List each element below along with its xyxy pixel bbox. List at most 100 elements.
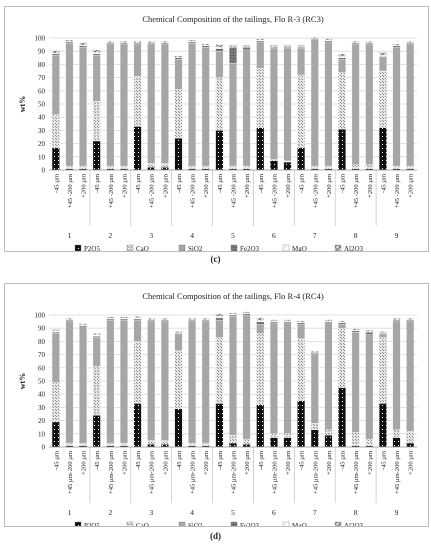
x-tick-label: +200 µm bbox=[408, 451, 415, 475]
x-tick-label: +200 µm bbox=[203, 174, 210, 198]
bar-segment-al2o3 bbox=[310, 37, 319, 39]
x-tick-label: +45 µm-200 µm bbox=[231, 451, 238, 494]
y-tick-label: 30 bbox=[38, 404, 46, 412]
bar-segment-sio2 bbox=[406, 44, 415, 167]
bar-segment-fe2o3 bbox=[256, 40, 265, 43]
x-tick-label: +200 µm bbox=[81, 451, 88, 475]
bar-segment-p2o5 bbox=[215, 403, 224, 448]
bar-segment-cao bbox=[310, 165, 319, 169]
bar-segment-al2o3 bbox=[106, 316, 115, 319]
bar-segment-sio2 bbox=[351, 332, 360, 433]
bar-segment-fe2o3 bbox=[406, 43, 415, 45]
bar-segment-al2o3 bbox=[338, 53, 346, 57]
bar-segment-al2o3 bbox=[256, 317, 265, 321]
bar-segment-al2o3 bbox=[310, 351, 319, 353]
bar-segment-sio2 bbox=[310, 354, 319, 424]
legend-label-p2o5: P2O5 bbox=[84, 245, 100, 251]
bar-segment-al2o3 bbox=[106, 41, 115, 43]
bar-segment-fe2o3 bbox=[106, 318, 115, 321]
bar-segment-al2o3 bbox=[51, 50, 60, 54]
bar-segment-al2o3 bbox=[392, 318, 401, 320]
bar-segment-p2o5 bbox=[297, 147, 306, 171]
chart-panel-rc4: Chemical Composition of the tailings, Fl… bbox=[4, 283, 429, 527]
bar-segment-al2o3 bbox=[92, 49, 101, 53]
bar-segment-cao bbox=[392, 429, 401, 438]
bar-segment-mgo bbox=[215, 47, 224, 49]
x-tick-label: +200 µm bbox=[121, 451, 128, 475]
bar-segment-cao bbox=[106, 442, 115, 446]
bar-segment-p2o5 bbox=[379, 403, 387, 448]
legend-label-fe2o3: Fe2O3 bbox=[240, 245, 260, 251]
bar-segment-fe2o3 bbox=[79, 45, 87, 48]
bar-segment-fe2o3 bbox=[242, 313, 251, 316]
bar-segment-al2o3 bbox=[65, 39, 74, 42]
x-tick-label: -45 µm bbox=[380, 174, 387, 193]
bar-segment-fe2o3 bbox=[310, 353, 319, 355]
x-tick-label: +45 -200 µm bbox=[271, 174, 278, 208]
bar-segment-sio2 bbox=[133, 320, 142, 342]
bar-segment-cao bbox=[160, 440, 169, 445]
bar-segment-cao bbox=[338, 328, 346, 388]
bar-segment-sio2 bbox=[406, 321, 415, 432]
x-tick-label: +45 µm-200 µm bbox=[394, 451, 401, 494]
bar-segment-al2o3 bbox=[160, 318, 169, 320]
bar-segment-fe2o3 bbox=[351, 330, 360, 333]
bar-segment-mgo bbox=[379, 55, 387, 57]
bar-segment-fe2o3 bbox=[133, 43, 142, 45]
bar-segment-cao bbox=[79, 442, 87, 446]
bar-segment-fe2o3 bbox=[229, 47, 237, 64]
group-label: 6 bbox=[272, 508, 276, 517]
bar-segment-fe2o3 bbox=[379, 333, 387, 335]
y-tick-label: 10 bbox=[38, 430, 46, 438]
bar-segment-p2o5 bbox=[174, 138, 183, 171]
y-tick-label: 90 bbox=[38, 48, 46, 56]
x-tick-label: +45 µm-200 µm bbox=[353, 451, 360, 494]
x-tick-label: +45 µm-200 µm bbox=[149, 451, 156, 494]
bar-segment-al2o3 bbox=[120, 316, 128, 319]
bar-segment-sio2 bbox=[120, 320, 128, 444]
bar-segment-fe2o3 bbox=[120, 318, 128, 321]
legend-swatch-sio2 bbox=[178, 521, 186, 526]
legend-swatch-al2o3 bbox=[334, 521, 342, 526]
bar-segment-sio2 bbox=[174, 334, 183, 351]
bar-segment-al2o3 bbox=[160, 41, 169, 43]
bar-segment-cao bbox=[324, 165, 333, 169]
bar-segment-fe2o3 bbox=[174, 333, 183, 335]
bar-segment-sio2 bbox=[338, 58, 346, 73]
bar-segment-sio2 bbox=[160, 321, 169, 441]
y-tick-label: 80 bbox=[38, 61, 46, 69]
y-tick-label: 80 bbox=[38, 338, 46, 346]
bar-segment-p2o5 bbox=[174, 408, 183, 448]
bar-segment-mgo bbox=[256, 320, 265, 322]
x-tick-label: +45 -200 µm bbox=[149, 174, 156, 208]
group-label: 1 bbox=[68, 508, 72, 517]
bar-segment-al2o3 bbox=[201, 318, 210, 320]
legend-swatch-cao bbox=[126, 521, 134, 526]
group-label: 6 bbox=[272, 231, 276, 240]
bar-segment-fe2o3 bbox=[215, 48, 224, 52]
bar-segment-p2o5 bbox=[283, 437, 292, 448]
bar-segment-cao bbox=[269, 159, 278, 161]
bar-segment-fe2o3 bbox=[365, 332, 374, 335]
bar-segment-sio2 bbox=[147, 321, 156, 441]
bar-segment-fe2o3 bbox=[283, 321, 292, 324]
x-tick-label: +200 µm bbox=[244, 174, 251, 198]
x-tick-label: -45 µm bbox=[176, 451, 183, 470]
bar-segment-cao bbox=[379, 70, 387, 128]
bar-segment-p2o5 bbox=[392, 437, 401, 448]
bar-segment-al2o3 bbox=[379, 52, 387, 56]
legend-swatch-p2o5 bbox=[74, 244, 82, 251]
bar-segment-cao bbox=[92, 366, 101, 416]
bar-segment-fe2o3 bbox=[79, 325, 87, 328]
bar-segment-fe2o3 bbox=[338, 322, 346, 325]
group-label: 7 bbox=[313, 231, 317, 240]
group-label: 5 bbox=[231, 231, 235, 240]
x-tick-label: +45 µm-200 µm bbox=[108, 451, 115, 494]
bar-segment-cao bbox=[215, 77, 224, 131]
y-tick-label: 50 bbox=[38, 378, 46, 386]
bar-segment-cao bbox=[365, 438, 374, 446]
bar-segment-al2o3 bbox=[365, 41, 374, 43]
y-tick-label: 20 bbox=[38, 140, 46, 148]
bar-segment-fe2o3 bbox=[392, 320, 401, 322]
bar-segment-p2o5 bbox=[133, 126, 142, 171]
